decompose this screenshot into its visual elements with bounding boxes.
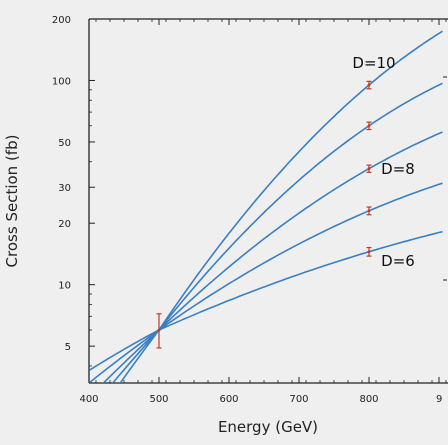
error-bar xyxy=(366,121,372,131)
series-line xyxy=(89,182,443,383)
series-line xyxy=(119,30,443,383)
curve-labels: D=6 D=8 D=10 xyxy=(352,54,447,281)
error-bar xyxy=(156,313,162,349)
x-tick-label: 9 xyxy=(436,394,442,405)
error-bar xyxy=(366,164,372,173)
y-tick-label: 5 xyxy=(65,342,71,353)
x-tick-label: 800 xyxy=(359,394,378,405)
x-tick-label: 700 xyxy=(289,394,308,405)
series-line xyxy=(89,230,443,372)
y-tick-label: 50 xyxy=(58,138,71,149)
y-axis-label: Cross Section (fb) xyxy=(3,135,21,268)
x-tick-label: 500 xyxy=(149,394,168,405)
x-tick-label: 400 xyxy=(79,394,98,405)
y-tick-label: 200 xyxy=(52,15,71,26)
series-line xyxy=(111,82,443,383)
curve-label: D=6 xyxy=(381,252,415,270)
curve-label: D=8 xyxy=(381,160,415,178)
y-tick-label: 10 xyxy=(58,281,71,292)
x-axis-ticks: 400 500 600 700 800 9 xyxy=(79,19,442,405)
x-axis-label: Energy (GeV) xyxy=(218,418,318,436)
curve-label: D=10 xyxy=(352,54,395,72)
error-bar xyxy=(366,206,372,216)
error-bar xyxy=(366,80,372,90)
minor-ticks xyxy=(89,19,447,383)
series-line xyxy=(102,131,443,383)
error-bars xyxy=(156,80,372,349)
y-tick-label: 100 xyxy=(52,76,71,87)
y-axis-ticks: 5 10 20 30 50 100 200 xyxy=(52,15,95,353)
curves xyxy=(89,30,443,383)
error-bar xyxy=(366,246,372,257)
x-tick-label: 600 xyxy=(219,394,238,405)
y-tick-label: 20 xyxy=(58,219,71,230)
y-tick-label: 30 xyxy=(58,183,71,194)
